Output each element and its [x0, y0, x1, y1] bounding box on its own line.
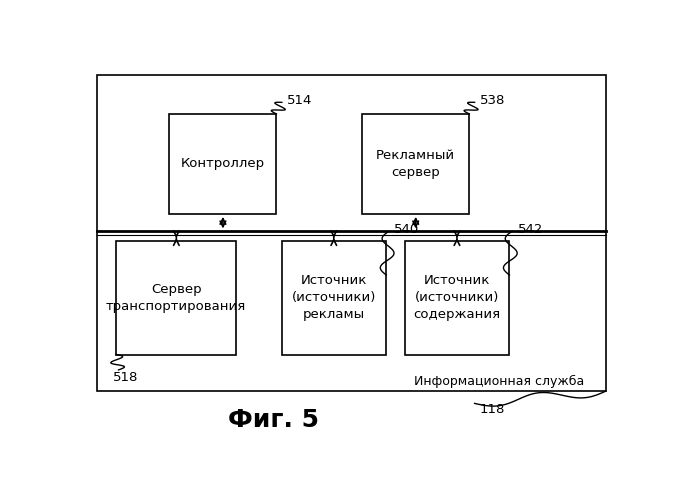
- Bar: [405, 241, 509, 354]
- Text: Источник
(источники)
содержания: Источник (источники) содержания: [414, 274, 501, 321]
- Bar: [282, 241, 386, 354]
- Text: 118: 118: [480, 402, 505, 415]
- Bar: [362, 114, 469, 214]
- Text: 538: 538: [480, 94, 505, 107]
- Text: Информационная служба: Информационная служба: [414, 375, 584, 388]
- Bar: [97, 76, 606, 391]
- Text: Контроллер: Контроллер: [181, 158, 265, 170]
- Text: 518: 518: [113, 371, 138, 384]
- Text: 540: 540: [395, 223, 419, 236]
- Text: 542: 542: [518, 223, 543, 236]
- Bar: [116, 241, 236, 354]
- Text: Фиг. 5: Фиг. 5: [228, 408, 319, 432]
- Text: Сервер
транспортирования: Сервер транспортирования: [106, 282, 246, 312]
- Text: Рекламный
сервер: Рекламный сервер: [376, 149, 455, 179]
- Text: 514: 514: [287, 94, 312, 107]
- Text: Источник
(источники)
рекламы: Источник (источники) рекламы: [292, 274, 376, 321]
- Bar: [169, 114, 276, 214]
